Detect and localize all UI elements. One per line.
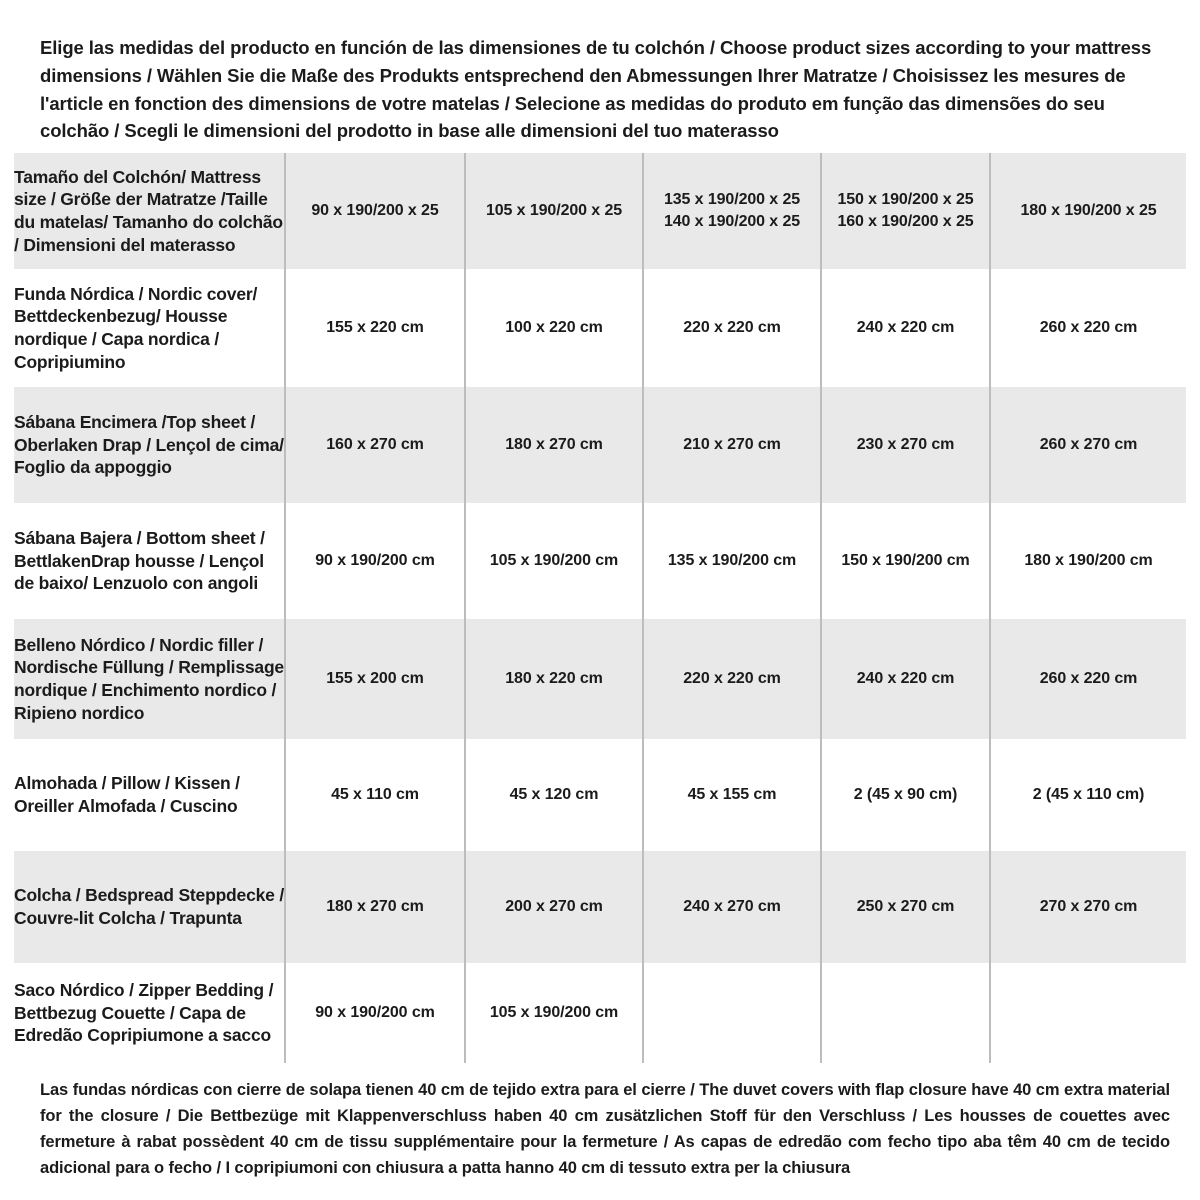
cell-r3c2: 220 x 220 cm	[643, 619, 822, 739]
header-row-label: Tamaño del Colchón/ Mattress size / Größ…	[14, 153, 286, 269]
cell-r0c2: 220 x 220 cm	[643, 269, 822, 387]
footnote-paragraph: Las fundas nórdicas con cierre de solapa…	[40, 1081, 1170, 1178]
header-cell-col2: 105 x 190/200 x 25	[465, 153, 644, 269]
cell-r0c4: 260 x 220 cm	[1039, 319, 1138, 337]
cell-r6c2	[643, 963, 822, 1063]
cell-r3c0: 155 x 200 cm	[285, 619, 466, 739]
table-row: Belleno Nórdico / Nordic filler / Nordis…	[14, 619, 1186, 739]
size-table-container: Tamaño del Colchón/ Mattress size / Größ…	[14, 153, 1186, 1063]
cell-r5c4: 270 x 270 cm	[1039, 898, 1138, 916]
table-row: Sábana Encimera /Top sheet / Oberlaken D…	[14, 387, 1186, 503]
table-row: Funda Nórdica / Nordic cover/ Bettdecken…	[14, 269, 1186, 387]
cell-r6c0: 90 x 190/200 cm	[285, 963, 466, 1063]
table-row: Colcha / Bedspread Steppdecke / Couvre-l…	[14, 851, 1186, 963]
table-header-row: Tamaño del Colchón/ Mattress size / Größ…	[14, 153, 1186, 269]
cell-r2c3: 150 x 190/200 cm	[821, 503, 991, 619]
size-table: Tamaño del Colchón/ Mattress size / Größ…	[14, 153, 1186, 1063]
table-row: Almohada / Pillow / Kissen / Oreiller Al…	[14, 739, 1186, 851]
cell-r2c4: 180 x 190/200 cm	[1024, 552, 1153, 570]
header-cell-col2-line1: 105 x 190/200 x 25	[485, 202, 623, 220]
table-row: Sábana Bajera / Bottom sheet / Bettlaken…	[14, 503, 1186, 619]
cell-r3c3: 240 x 220 cm	[821, 619, 991, 739]
header-cell-col3-line1: 135 x 190/200 x 25	[663, 191, 801, 209]
header-cell-col4-line2: 160 x 190/200 x 25	[837, 213, 974, 230]
header-cell-col4-line1: 150 x 190/200 x 25	[837, 191, 974, 209]
header-cell-col1-line1: 90 x 190/200 x 25	[311, 202, 439, 220]
header-cell-col3: 135 x 190/200 x 25 140 x 190/200 x 25	[643, 153, 822, 269]
cell-r1c4: 260 x 270 cm	[1039, 436, 1138, 454]
row-label-almohada: Almohada / Pillow / Kissen / Oreiller Al…	[14, 739, 286, 851]
cell-r0c1: 100 x 220 cm	[465, 269, 644, 387]
cell-r0c0: 155 x 220 cm	[285, 269, 466, 387]
cell-r5c1: 200 x 270 cm	[465, 851, 644, 963]
cell-r0c3: 240 x 220 cm	[821, 269, 991, 387]
cell-r6c1: 105 x 190/200 cm	[465, 963, 644, 1063]
table-row: Saco Nórdico / Zipper Bedding / Bettbezu…	[14, 963, 1186, 1063]
cell-r5c3: 250 x 270 cm	[821, 851, 991, 963]
row-label-sabana-bajera: Sábana Bajera / Bottom sheet / Bettlaken…	[14, 503, 286, 619]
row-label-relleno-nordico: Belleno Nórdico / Nordic filler / Nordis…	[14, 619, 286, 739]
cell-r1c1: 180 x 270 cm	[465, 387, 644, 503]
row-label-colcha: Colcha / Bedspread Steppdecke / Couvre-l…	[14, 851, 286, 963]
header-cell-col5: 180 x 190/200 x 25	[990, 153, 1186, 269]
cell-r5c0: 180 x 270 cm	[285, 851, 466, 963]
cell-r2c2: 135 x 190/200 cm	[643, 503, 822, 619]
cell-r2c1: 105 x 190/200 cm	[465, 503, 644, 619]
cell-r4c4: 2 (45 x 110 cm)	[1032, 786, 1145, 804]
cell-r3c1: 180 x 220 cm	[465, 619, 644, 739]
row-label-funda-nordica: Funda Nórdica / Nordic cover/ Bettdecken…	[14, 269, 286, 387]
cell-r1c0: 160 x 270 cm	[285, 387, 466, 503]
row-label-sabana-encimera: Sábana Encimera /Top sheet / Oberlaken D…	[14, 387, 286, 503]
header-cell-col3-line2: 140 x 190/200 x 25	[663, 213, 801, 230]
cell-r6c3	[821, 963, 991, 1063]
cell-r4c3: 2 (45 x 90 cm)	[821, 739, 991, 851]
cell-r2c0: 90 x 190/200 cm	[285, 503, 466, 619]
cell-r4c1: 45 x 120 cm	[465, 739, 644, 851]
intro-paragraph: Elige las medidas del producto en funció…	[40, 37, 1152, 142]
cell-r4c2: 45 x 155 cm	[643, 739, 822, 851]
cell-r5c2: 240 x 270 cm	[643, 851, 822, 963]
size-table-body: Tamaño del Colchón/ Mattress size / Größ…	[14, 153, 1186, 1063]
header-cell-col4: 150 x 190/200 x 25 160 x 190/200 x 25	[821, 153, 991, 269]
cell-r6c4	[990, 963, 1186, 1063]
cell-r1c2: 210 x 270 cm	[643, 387, 822, 503]
cell-r1c3: 230 x 270 cm	[821, 387, 991, 503]
header-cell-col5-line1: 180 x 190/200 x 25	[1020, 202, 1157, 220]
cell-r4c0: 45 x 110 cm	[285, 739, 466, 851]
row-label-saco-nordico: Saco Nórdico / Zipper Bedding / Bettbezu…	[14, 963, 286, 1063]
header-cell-col1: 90 x 190/200 x 25	[285, 153, 466, 269]
cell-r3c4: 260 x 220 cm	[1039, 670, 1138, 688]
